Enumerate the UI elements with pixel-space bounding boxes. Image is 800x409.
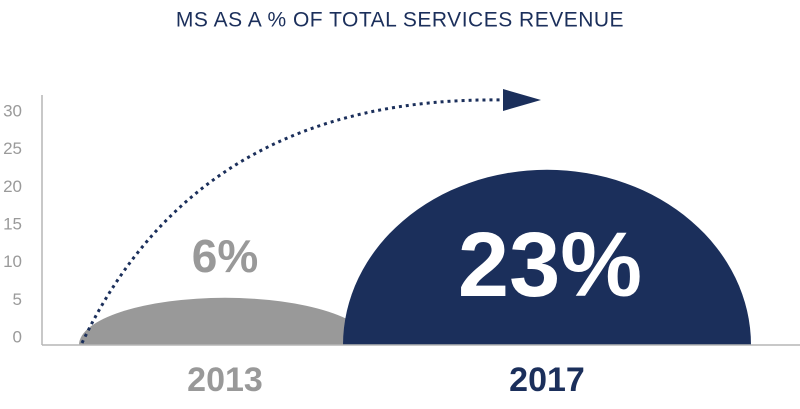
x-tick-label: 2013 <box>187 361 263 399</box>
y-tick-label: 10 <box>3 252 22 271</box>
value-label: 23% <box>458 214 642 316</box>
chart-title: MS AS A % OF TOTAL SERVICES REVENUE <box>176 9 624 32</box>
y-tick-label: 5 <box>13 290 22 309</box>
y-tick-label: 20 <box>3 177 22 196</box>
y-tick-label: 25 <box>3 139 22 158</box>
marks <box>79 169 751 345</box>
y-tick-label: 0 <box>13 327 22 346</box>
bar <box>79 297 371 345</box>
x-tick-label: 2017 <box>509 361 585 399</box>
y-tick-label: 15 <box>3 214 22 233</box>
arrow-head <box>503 89 541 111</box>
bar <box>343 169 751 345</box>
y-tick-label: 30 <box>3 101 22 120</box>
value-label: 6% <box>192 230 258 282</box>
